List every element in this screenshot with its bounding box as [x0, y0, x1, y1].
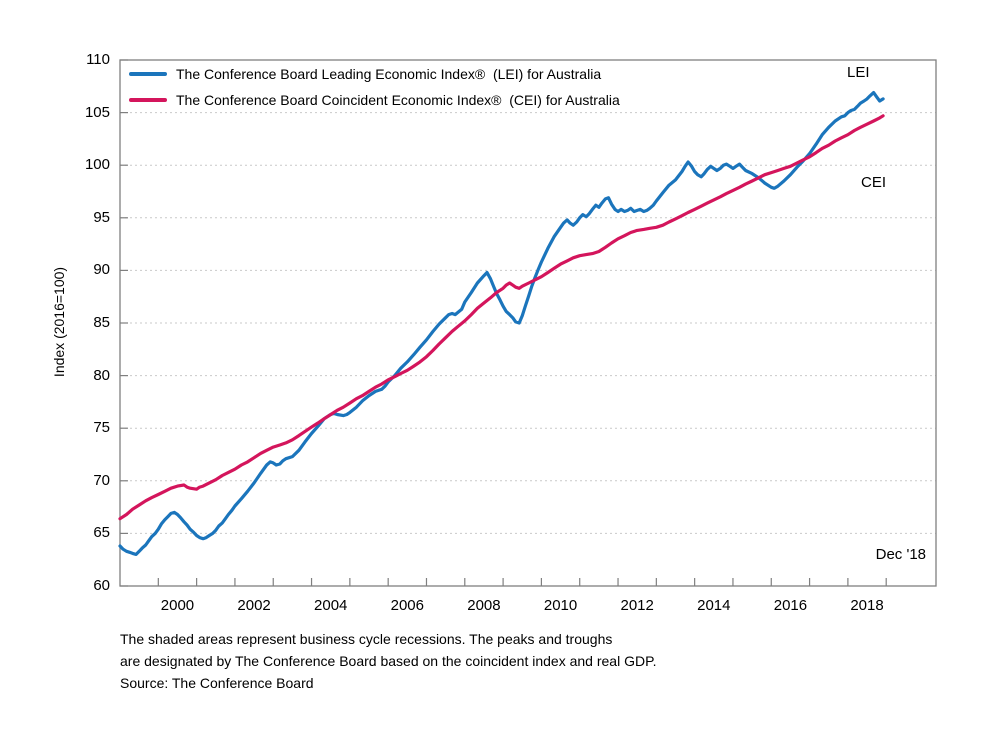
y-tick-label-100: 100 — [84, 156, 110, 174]
x-tick-label-2002: 2002 — [237, 597, 271, 614]
x-tick-label-2008: 2008 — [467, 597, 501, 614]
legend-item-lei: The Conference Board Leading Economic In… — [129, 61, 620, 87]
footnote: The shaded areas represent business cycl… — [120, 628, 657, 694]
x-tick-label-2004: 2004 — [314, 597, 348, 614]
y-tick-label-110: 110 — [86, 51, 110, 68]
cei-line-swatch — [129, 98, 167, 102]
x-tick-label-2006: 2006 — [390, 597, 424, 614]
x-tick-label-2016: 2016 — [773, 597, 808, 614]
lei-legend-label: The Conference Board Leading Economic In… — [176, 66, 602, 82]
cei-legend-label: The Conference Board Coincident Economic… — [176, 92, 620, 108]
lei-line-swatch — [129, 72, 167, 76]
last-observation-label: Dec '18 — [875, 546, 926, 563]
y-tick-label-70: 70 — [93, 471, 110, 489]
cei-series-annotation: CEI — [861, 174, 887, 191]
y-tick-label-90: 90 — [93, 261, 110, 279]
plot-frame — [119, 59, 937, 587]
lei-series-annotation: LEI — [847, 64, 870, 81]
x-tick-label-2000: 2000 — [160, 597, 195, 614]
y-tick-label-95: 95 — [93, 208, 110, 226]
y-tick-label-80: 80 — [93, 366, 110, 384]
legend-item-cei: The Conference Board Coincident Economic… — [129, 87, 620, 113]
y-tick-label-105: 105 — [84, 103, 110, 121]
footnote-line-2: are designated by The Conference Board b… — [120, 653, 657, 669]
y-tick-label-85: 85 — [93, 314, 110, 331]
x-tick-label-2018: 2018 — [850, 597, 884, 614]
x-tick-label-2014: 2014 — [697, 597, 731, 614]
y-tick-label-60: 60 — [93, 577, 110, 594]
footnote-line-1: The shaded areas represent business cycl… — [120, 631, 613, 647]
legend: The Conference Board Leading Economic In… — [129, 61, 620, 113]
y-axis-title: Index (2016=100) — [51, 266, 67, 378]
y-tick-label-65: 65 — [93, 524, 110, 542]
cei-line — [118, 114, 885, 521]
footnote-line-3: Source: The Conference Board — [120, 675, 314, 691]
y-tick-label-75: 75 — [93, 419, 110, 437]
x-tick-label-2010: 2010 — [543, 597, 578, 614]
lei-line — [118, 90, 885, 557]
x-tick-label-2012: 2012 — [620, 597, 654, 614]
